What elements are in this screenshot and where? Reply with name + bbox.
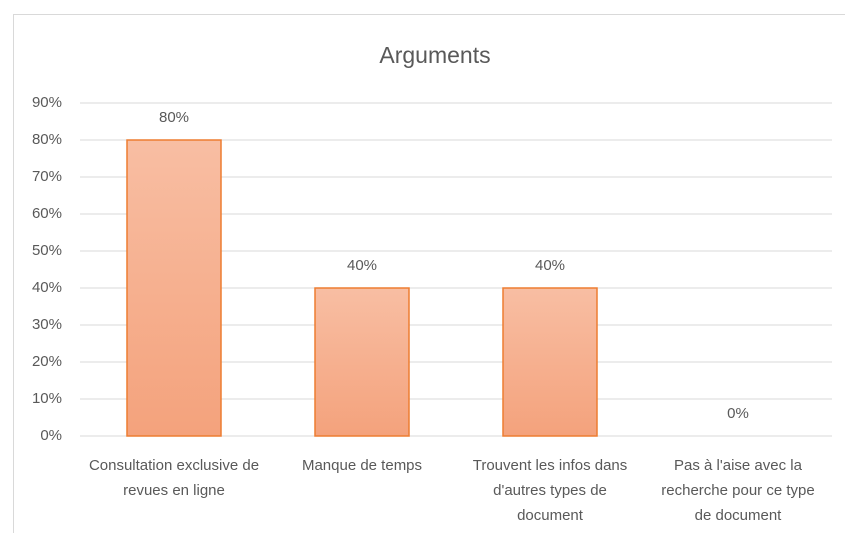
y-tick-label: 20% bbox=[32, 353, 62, 370]
y-tick-label: 90% bbox=[32, 94, 62, 111]
x-tick-label-box: Consultation exclusive de revues en lign… bbox=[88, 457, 260, 499]
y-tick-label: 10% bbox=[32, 390, 62, 407]
x-tick-label: Consultation exclusive de revues en lign… bbox=[88, 457, 260, 499]
x-tick-label-box: Trouvent les infos dans d'autres types d… bbox=[472, 457, 628, 524]
y-tick-label: 40% bbox=[32, 279, 62, 296]
x-tick-label-box: Pas à l'aise avec la recherche pour ce t… bbox=[661, 457, 815, 524]
data-label: 40% bbox=[347, 257, 377, 274]
x-tick-label: Trouvent les infos dans d'autres types d… bbox=[472, 457, 628, 524]
y-tick-label: 60% bbox=[32, 205, 62, 222]
bar bbox=[314, 287, 410, 437]
y-tick-label: 50% bbox=[32, 242, 62, 259]
x-tick-label-box: Manque de temps bbox=[301, 457, 423, 474]
x-tick-label: Pas à l'aise avec la recherche pour ce t… bbox=[661, 457, 815, 524]
x-tick-label: Manque de temps bbox=[301, 457, 423, 474]
data-label: 80% bbox=[159, 109, 189, 126]
data-label: 40% bbox=[535, 257, 565, 274]
y-tick-label: 80% bbox=[32, 131, 62, 148]
y-tick-label: 30% bbox=[32, 316, 62, 333]
chart-title: Arguments bbox=[379, 42, 490, 68]
y-tick-label: 0% bbox=[40, 427, 62, 444]
y-tick-label: 70% bbox=[32, 168, 62, 185]
bar bbox=[502, 287, 598, 437]
data-label: 0% bbox=[727, 405, 749, 422]
chart-frame bbox=[13, 14, 845, 533]
bar bbox=[126, 139, 222, 437]
